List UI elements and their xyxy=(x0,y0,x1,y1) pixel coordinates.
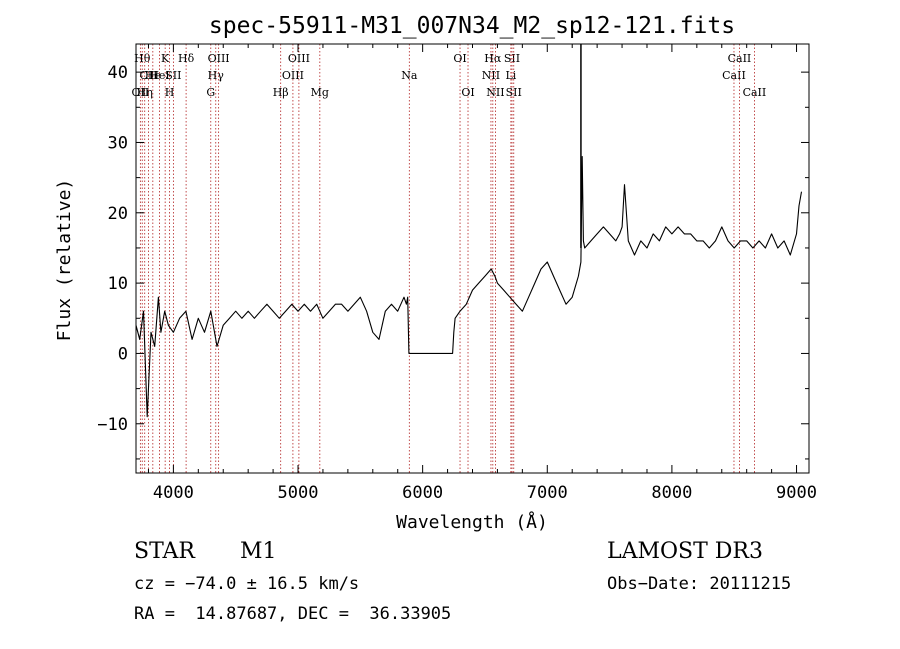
x-tick-label: 7000 xyxy=(527,483,568,503)
x-tick-label: 8000 xyxy=(651,483,692,503)
line-label: Hδ xyxy=(178,52,195,65)
x-tick-label: 5000 xyxy=(278,483,319,503)
chart-title: spec-55911-M31_007N34_M2_sp12-121.fits xyxy=(209,13,735,39)
x-axis-label: Wavelength (Å) xyxy=(396,511,548,533)
y-tick-label: 10 xyxy=(108,274,128,294)
line-label: Mg xyxy=(311,86,329,99)
line-label: G xyxy=(206,86,215,99)
y-tick-label: 40 xyxy=(108,63,128,83)
y-tick-label: 20 xyxy=(108,204,128,224)
plot-frame xyxy=(135,43,810,474)
line-label: H xyxy=(165,86,175,99)
y-tick-label: 30 xyxy=(108,133,128,153)
line-label: NII xyxy=(486,86,504,99)
line-label: SII xyxy=(506,86,522,99)
y-tick-label: 0 xyxy=(118,344,128,364)
line-label: Na xyxy=(401,69,418,82)
line-label: OIII xyxy=(288,52,310,65)
line-label: Hβ xyxy=(273,86,289,99)
line-label: OIII xyxy=(208,52,230,65)
line-label: CaII xyxy=(728,52,752,65)
line-label: HeI xyxy=(149,69,169,82)
spectral-line-markers: HθOIIHηCHHeHeIKHSIIHδGHγOIIIHβOIIIOIIIMg… xyxy=(132,44,767,473)
line-label: Li xyxy=(505,69,516,82)
line-label: SII xyxy=(504,52,520,65)
line-label: OIII xyxy=(282,69,304,82)
x-tick-label: 4000 xyxy=(153,483,194,503)
spectrum-line xyxy=(135,155,803,418)
survey-name: LAMOST DR3 xyxy=(607,539,763,564)
obs-date: Obs−Date: 20111215 xyxy=(607,574,792,594)
object-subclass: M1 xyxy=(240,539,277,564)
line-label: CaII xyxy=(722,69,746,82)
coordinates: RA = 14.87687, DEC = 36.33905 xyxy=(134,604,452,624)
spectrum-trace xyxy=(135,44,803,418)
line-label: SII xyxy=(165,69,181,82)
line-label: Hα xyxy=(484,52,502,65)
line-label: Hγ xyxy=(208,69,225,82)
object-class: STAR xyxy=(134,539,195,564)
axis-ticks: 4000 5000 6000 7000 8000 9000 −10 0 10 20 30 40 xyxy=(97,44,817,503)
line-label: NII xyxy=(482,69,500,82)
line-label: Hη xyxy=(137,86,153,99)
line-label: OI xyxy=(461,86,474,99)
x-tick-label: 6000 xyxy=(402,483,443,503)
line-label: He xyxy=(145,69,161,82)
line-label: Hθ xyxy=(134,52,151,65)
line-label: K xyxy=(161,52,170,65)
line-label: OI xyxy=(453,52,466,65)
line-label: CaII xyxy=(743,86,767,99)
redshift-text: cz = −74.0 ± 16.5 km/s xyxy=(134,574,360,594)
x-tick-label: 9000 xyxy=(776,483,817,503)
y-axis-label: Flux (relative) xyxy=(54,179,75,342)
y-tick-label: −10 xyxy=(97,415,128,435)
